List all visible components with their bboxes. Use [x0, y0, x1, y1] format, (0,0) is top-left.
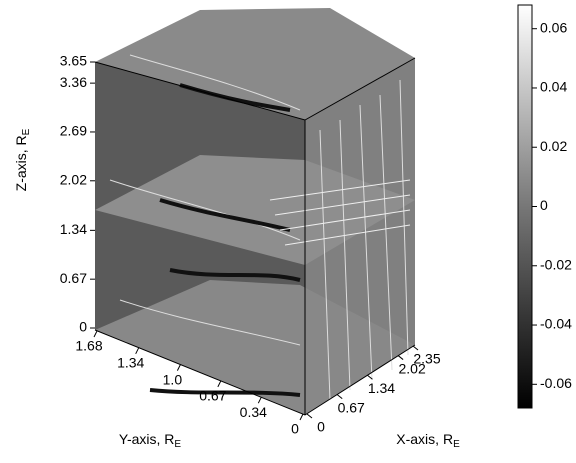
label-sub: E — [453, 439, 460, 450]
colorbar-label: -0.06 — [540, 375, 572, 391]
label-text: X-axis, R — [396, 431, 453, 447]
tick-label: 1.34 — [117, 355, 144, 371]
tick-label: 0.67 — [60, 270, 87, 286]
y-axis-label: Y-axis, RE — [119, 431, 182, 450]
tick-mark — [176, 364, 181, 371]
tick-label: 0 — [317, 419, 325, 435]
colorbar-label: 0.06 — [540, 19, 567, 35]
tick-label: 2.35 — [413, 351, 440, 367]
bottom-slice — [95, 280, 415, 415]
colorbar — [517, 4, 533, 409]
field-line — [269, 179, 411, 246]
z-axis-label: Z-axis, RE — [13, 128, 32, 191]
label-text: Z-axis, R — [13, 135, 29, 191]
tick-label: 0.67 — [338, 399, 365, 415]
tick-label: 1.0 — [163, 371, 183, 387]
tick-label: 3.65 — [60, 53, 87, 69]
volume — [94, 8, 416, 416]
colorbar-label: -0.04 — [540, 316, 572, 332]
tick-label: 0 — [291, 421, 299, 437]
top-slice — [95, 8, 415, 120]
tick-label: 2.69 — [60, 123, 87, 139]
tick-mark — [412, 345, 419, 351]
tick-mark — [93, 330, 98, 338]
label-sub: E — [174, 439, 181, 450]
tick-mark — [397, 355, 404, 360]
contour — [319, 79, 409, 401]
tick-mark — [257, 396, 262, 404]
label-text: Y-axis, R — [119, 431, 175, 447]
tick-mark — [306, 413, 313, 419]
tick-label: 2.02 — [398, 360, 425, 376]
tick-mark — [367, 374, 373, 380]
label-sub: E — [21, 128, 32, 135]
tick-label: 1.34 — [368, 380, 395, 396]
tick-mark — [336, 394, 343, 400]
dark-feature — [149, 83, 301, 397]
tick-mark — [217, 380, 222, 388]
tick-label: 0.34 — [240, 404, 267, 420]
x-axis-label: X-axis, RE — [396, 431, 460, 450]
tick-mark — [135, 347, 140, 355]
colorbar-label: 0.04 — [540, 79, 567, 95]
tick-mark — [299, 413, 304, 421]
colorbar-label: -0.02 — [540, 256, 572, 272]
tick-label: 0 — [79, 319, 87, 335]
tick-label: 2.02 — [60, 171, 87, 187]
contour — [109, 54, 301, 346]
tick-label: 1.34 — [60, 221, 87, 237]
tick-label: 0.67 — [199, 388, 226, 404]
colorbar-label: 0.02 — [540, 138, 567, 154]
tick-label: 1.68 — [75, 338, 102, 354]
tick-label: 3.36 — [60, 74, 87, 90]
colorbar-label: 0 — [540, 197, 548, 213]
